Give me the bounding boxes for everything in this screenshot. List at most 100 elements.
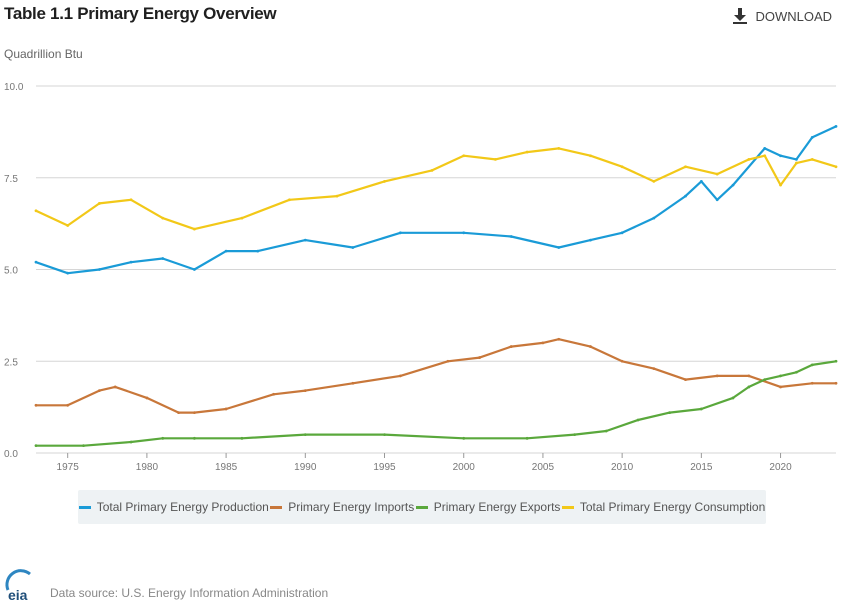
series-3-point-12 [494, 158, 497, 161]
series-1-point-25 [834, 381, 838, 385]
series-1-point-8 [272, 392, 276, 396]
series-0-point-13 [557, 246, 561, 249]
series-2-point-14 [699, 407, 703, 411]
series-0-point-7 [256, 249, 260, 253]
series-0-point-5 [193, 268, 196, 271]
series-2-point-4 [193, 436, 196, 440]
series-3-point-23 [794, 161, 798, 165]
series-3-point-10 [430, 169, 434, 172]
legend-item-1[interactable]: Primary Energy Imports [270, 500, 414, 514]
series-0-point-8 [303, 238, 307, 242]
series-0-point-3 [129, 260, 133, 264]
series-3-point-1 [66, 224, 70, 227]
series-2-point-21 [834, 359, 838, 363]
y-tick-label-0: 0.0 [4, 449, 18, 460]
series-2-point-18 [779, 374, 782, 378]
series-1-point-4 [145, 396, 149, 400]
x-tick-label-0: 1975 [57, 462, 80, 473]
series-2-point-1 [82, 444, 85, 448]
series-3-point-14 [557, 146, 561, 150]
series-0-point-10 [398, 231, 402, 235]
series-0-point-11 [462, 231, 466, 235]
series-3-point-3 [129, 198, 133, 202]
series-0-point-0 [34, 260, 38, 264]
series-3-point-5 [193, 227, 196, 231]
legend-item-0[interactable]: Total Primary Energy Production [78, 500, 269, 514]
series-3-point-17 [652, 180, 656, 183]
x-tick-label-4: 1995 [373, 462, 396, 473]
series-0-point-17 [684, 194, 687, 198]
series-2-point-2 [129, 440, 133, 444]
series-line-3 [35, 147, 837, 231]
y-axis-label: Quadrillion Btu [4, 47, 83, 61]
series-1-point-11 [398, 374, 402, 378]
series-0-point-19 [715, 198, 719, 202]
legend-label-1: Primary Energy Imports [288, 500, 415, 514]
eia-logo-text: eia [8, 587, 28, 603]
series-3-point-2 [97, 202, 101, 205]
series-2-point-9 [525, 436, 529, 440]
download-button[interactable]: DOWNLOAD [733, 8, 832, 24]
series-3-point-0 [34, 209, 38, 213]
series-1-point-12 [446, 359, 450, 363]
series-0-point-2 [97, 268, 101, 271]
series-2-point-3 [161, 436, 165, 440]
series-2-point-8 [462, 436, 466, 440]
legend-label-0: Total Primary Energy Production [96, 500, 269, 514]
x-tick-label-3: 1990 [294, 462, 317, 473]
series-3-point-15 [589, 154, 592, 158]
legend-item-3[interactable]: Total Primary Energy Consumption [561, 500, 766, 514]
series-2-point-0 [34, 444, 38, 448]
series-1-point-22 [747, 374, 751, 378]
series-3-point-6 [240, 216, 244, 220]
chart-legend: Total Primary Energy Production Primary E… [78, 490, 766, 524]
legend-label-3: Total Primary Energy Consumption [579, 500, 766, 514]
series-1-point-10 [351, 381, 355, 385]
series-3-point-24 [810, 158, 814, 161]
series-3-point-25 [834, 165, 838, 169]
series-1-point-9 [303, 389, 307, 393]
series-0-point-20 [731, 183, 735, 187]
series-3-point-13 [525, 150, 529, 154]
series-0-point-12 [509, 235, 513, 238]
series-1-point-15 [541, 341, 545, 345]
download-icon [733, 8, 748, 24]
x-tick-label-9: 2020 [769, 462, 792, 473]
series-2-point-7 [383, 433, 386, 437]
series-3-point-11 [462, 154, 466, 158]
y-tick-label-1: 2.5 [4, 357, 18, 368]
y-tick-label-3: 7.5 [4, 174, 18, 185]
series-1-point-21 [715, 374, 719, 378]
legend-swatch-3 [561, 505, 574, 509]
series-3-point-9 [383, 180, 386, 183]
x-tick-label-6: 2005 [532, 462, 555, 473]
series-2-point-11 [604, 429, 608, 433]
series-3-point-22 [779, 183, 782, 187]
series-2-point-17 [763, 378, 767, 381]
series-2-point-12 [636, 418, 640, 422]
series-2-point-20 [810, 363, 814, 367]
series-3-point-21 [763, 154, 767, 158]
series-line-0 [35, 125, 837, 275]
series-1-point-19 [652, 367, 656, 370]
y-tick-label-2: 5.0 [4, 266, 18, 277]
series-3-point-4 [161, 216, 165, 220]
legend-swatch-0 [78, 505, 91, 509]
series-0-point-18 [699, 180, 703, 183]
series-2-point-13 [668, 411, 672, 415]
series-3-point-20 [747, 158, 751, 161]
series-3-point-7 [288, 198, 291, 202]
legend-swatch-1 [270, 505, 283, 509]
series-0-point-24 [810, 135, 814, 139]
series-line-2 [36, 360, 837, 447]
series-1-point-20 [684, 378, 687, 381]
legend-item-2[interactable]: Primary Energy Exports [415, 500, 560, 514]
series-0-point-23 [794, 158, 798, 161]
series-2-point-15 [731, 396, 735, 400]
series-0-point-9 [351, 246, 355, 249]
series-2-point-10 [573, 433, 577, 437]
energy-line-chart: 0.0 2.5 5.0 7.5 10.0 1975 1980 1985 1990 1995 2000… [4, 82, 838, 473]
page-title: Table 1.1 Primary Energy Overview [4, 4, 277, 23]
series-1-point-7 [224, 407, 228, 411]
series-2-point-6 [303, 433, 307, 437]
